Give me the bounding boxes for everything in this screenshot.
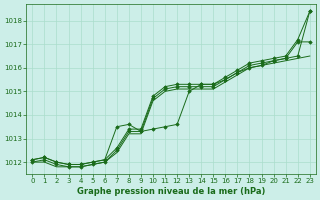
X-axis label: Graphe pression niveau de la mer (hPa): Graphe pression niveau de la mer (hPa) bbox=[77, 187, 265, 196]
